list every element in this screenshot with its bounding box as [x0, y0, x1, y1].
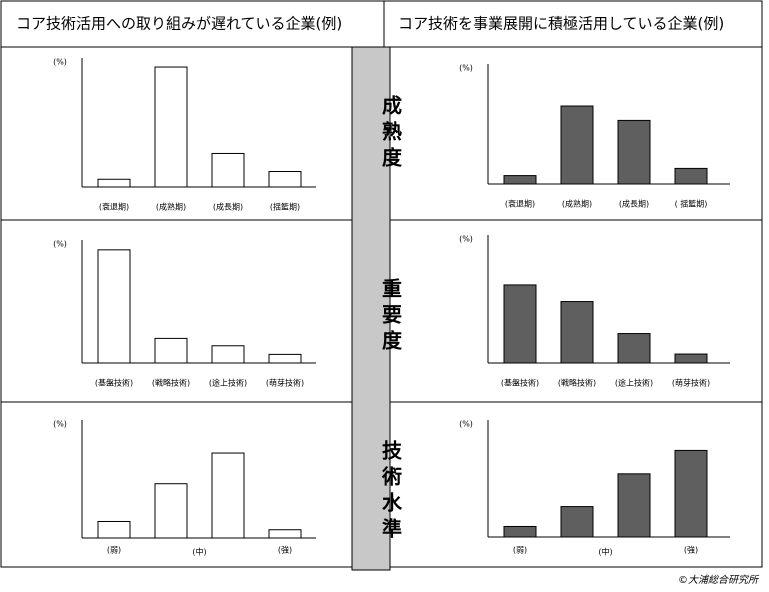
y-axis-label: (%) — [459, 235, 473, 244]
x-tick-label: (成熟期) — [156, 202, 186, 212]
x-tick-label: (中) — [192, 547, 206, 557]
bar — [503, 525, 537, 538]
x-tick-label: (強) — [278, 545, 292, 555]
x-tick-label: (萌芽技術) — [266, 378, 304, 388]
bar — [674, 449, 708, 538]
credit: ©大浦総合研究所 — [678, 574, 760, 586]
bar — [674, 167, 708, 185]
x-tick-label: (弱) — [107, 546, 121, 555]
x-tick-label: (基盤技術) — [95, 378, 133, 388]
x-tick-label: (衰退期) — [505, 199, 535, 209]
y-axis-label: (%) — [53, 240, 67, 249]
row-label: 技術水準 — [379, 439, 403, 544]
bar — [154, 66, 188, 188]
x-tick-label: ( 揺籃期) — [675, 199, 708, 209]
bar — [503, 175, 537, 185]
bar — [560, 506, 594, 538]
y-axis-label: (%) — [459, 64, 473, 73]
x-tick-label: (揺籃期) — [270, 202, 300, 212]
x-tick-label: (中) — [598, 547, 612, 557]
x-tick-label: (弱) — [513, 546, 527, 555]
bar — [154, 483, 188, 539]
bar — [211, 345, 245, 364]
bar — [97, 178, 131, 188]
row-label: 成熟度 — [379, 94, 403, 173]
bar — [211, 152, 245, 188]
x-tick-label: (強) — [684, 545, 698, 555]
bar — [617, 473, 651, 538]
x-tick-label: (途上技術) — [615, 378, 653, 388]
bar — [617, 119, 651, 185]
x-tick-label: (成長期) — [619, 199, 649, 209]
bar — [268, 529, 302, 539]
x-tick-label: (萌芽技術) — [672, 378, 710, 388]
bar — [268, 353, 302, 364]
bar — [154, 337, 188, 364]
bar — [560, 105, 594, 185]
bar — [560, 301, 594, 364]
x-tick-label: (成熟期) — [562, 199, 592, 209]
x-tick-label: (基盤技術) — [501, 378, 539, 388]
bar — [97, 520, 131, 539]
bar — [97, 249, 131, 364]
bar — [268, 171, 302, 188]
bar — [617, 333, 651, 364]
y-axis-label: (%) — [459, 420, 473, 429]
y-axis-label: (%) — [53, 58, 67, 67]
bar — [674, 353, 708, 364]
x-tick-label: (途上技術) — [209, 378, 247, 388]
x-tick-label: (戦略技術) — [152, 378, 190, 388]
row-label: 重要度 — [379, 278, 403, 356]
x-tick-label: (衰退期) — [99, 202, 129, 212]
bar — [211, 452, 245, 539]
header-right: コア技術を事業展開に積極活用している企業(例) — [398, 15, 724, 33]
y-axis-label: (%) — [53, 420, 67, 429]
x-tick-label: (戦略技術) — [558, 378, 596, 388]
x-tick-label: (成長期) — [213, 202, 243, 212]
row-label-band — [351, 46, 391, 571]
header-left: コア技術活用への取り組みが遅れている企業(例) — [16, 15, 342, 33]
bar — [503, 284, 537, 364]
